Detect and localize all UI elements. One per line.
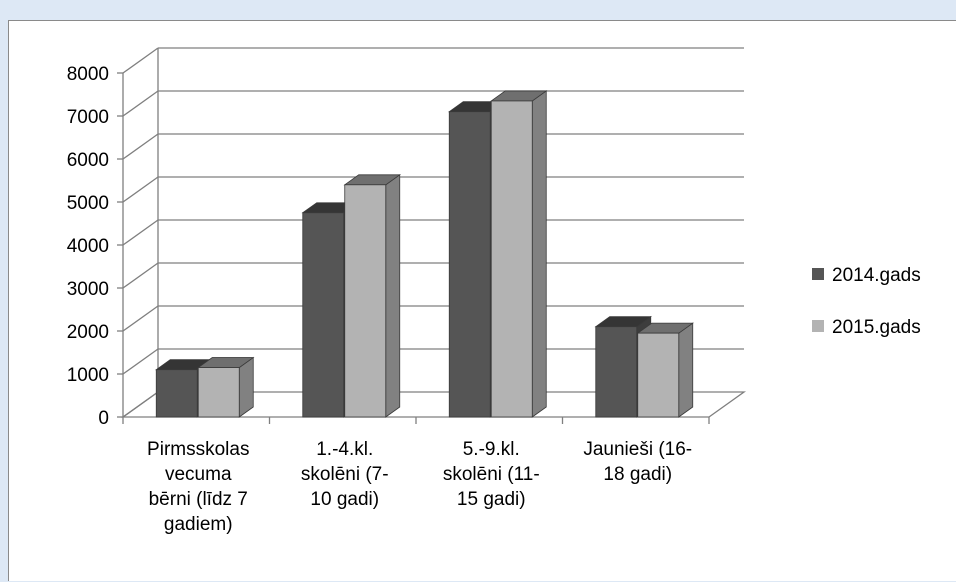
x-category-label: 5.-9.kl. skolēni (11-15 gadi) bbox=[443, 439, 540, 510]
bar-2015.gads-0 bbox=[197, 356, 255, 418]
bar-front bbox=[490, 100, 533, 418]
x-category-label: 1.-4.kl. skolēni (7-10 gadi) bbox=[301, 439, 389, 510]
bar-front bbox=[344, 184, 387, 418]
legend-swatch bbox=[812, 268, 824, 280]
gridline-depth bbox=[122, 219, 159, 246]
y-tick-label: 2000 bbox=[67, 322, 109, 343]
x-axis-labels: Pirmsskolas vecuma bērni (līdz 7 gadiem) 1.-… bbox=[122, 417, 710, 535]
y-axis: 0 1000 2000 3000 4000 5000 6000 7000 8000 bbox=[67, 64, 123, 429]
bar-side bbox=[531, 90, 547, 418]
gridline-depth bbox=[122, 262, 159, 289]
bar-front bbox=[637, 332, 680, 418]
gridline-depth bbox=[122, 47, 159, 74]
bar-2015.gads-3 bbox=[636, 322, 694, 418]
bar-side bbox=[385, 174, 401, 418]
bar-front bbox=[155, 369, 198, 418]
y-tick-label: 1000 bbox=[67, 365, 109, 386]
bar-2015.gads-2 bbox=[490, 90, 548, 418]
gridline-depth bbox=[122, 90, 159, 117]
bars bbox=[155, 90, 694, 418]
gridline-depth bbox=[122, 176, 159, 203]
gridline-depth bbox=[122, 305, 159, 332]
bar-chart: 0 1000 2000 3000 4000 5000 6000 7000 8000 Pirmss… bbox=[67, 47, 921, 535]
gridline-depth bbox=[122, 348, 159, 375]
legend-swatch bbox=[812, 320, 824, 332]
y-tick-label: 7000 bbox=[67, 107, 109, 128]
gridline-depth bbox=[122, 391, 159, 418]
y-tick-label: 8000 bbox=[67, 64, 109, 85]
bar-front bbox=[197, 367, 240, 418]
gridline-depth bbox=[122, 133, 159, 160]
legend: 2014.gads 2015.gads bbox=[812, 265, 921, 338]
bar-side bbox=[678, 322, 694, 418]
y-tick-label: 0 bbox=[98, 408, 109, 429]
x-category-label: Jaunieši (16-18 gadi) bbox=[583, 439, 692, 485]
x-category-label: Pirmsskolas vecuma bērni (līdz 7 gadiem) bbox=[147, 439, 249, 535]
legend-label: 2014.gads bbox=[832, 265, 921, 286]
chart-frame: 0 1000 2000 3000 4000 5000 6000 7000 8000 Pirmss… bbox=[8, 20, 956, 581]
bar-front bbox=[302, 212, 345, 418]
y-tick-label: 3000 bbox=[67, 279, 109, 300]
bar-2015.gads-1 bbox=[343, 174, 401, 418]
bar-front bbox=[595, 326, 638, 418]
y-tick-label: 5000 bbox=[67, 193, 109, 214]
legend-label: 2015.gads bbox=[832, 317, 921, 338]
bar-front bbox=[448, 111, 491, 418]
y-tick-label: 4000 bbox=[67, 236, 109, 257]
y-tick-label: 6000 bbox=[67, 150, 109, 171]
